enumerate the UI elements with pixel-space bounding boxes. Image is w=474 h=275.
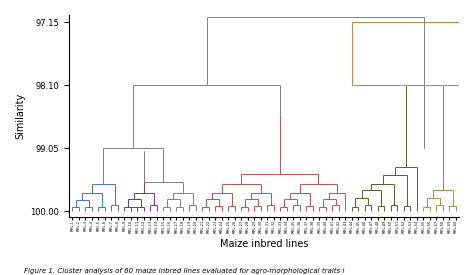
X-axis label: Maize inbred lines: Maize inbred lines	[220, 239, 308, 249]
Y-axis label: Similarity: Similarity	[15, 93, 25, 139]
Text: Figure 1. Cluster analysis of 60 maize inbred lines evaluated for agro-morpholog: Figure 1. Cluster analysis of 60 maize i…	[24, 268, 344, 274]
